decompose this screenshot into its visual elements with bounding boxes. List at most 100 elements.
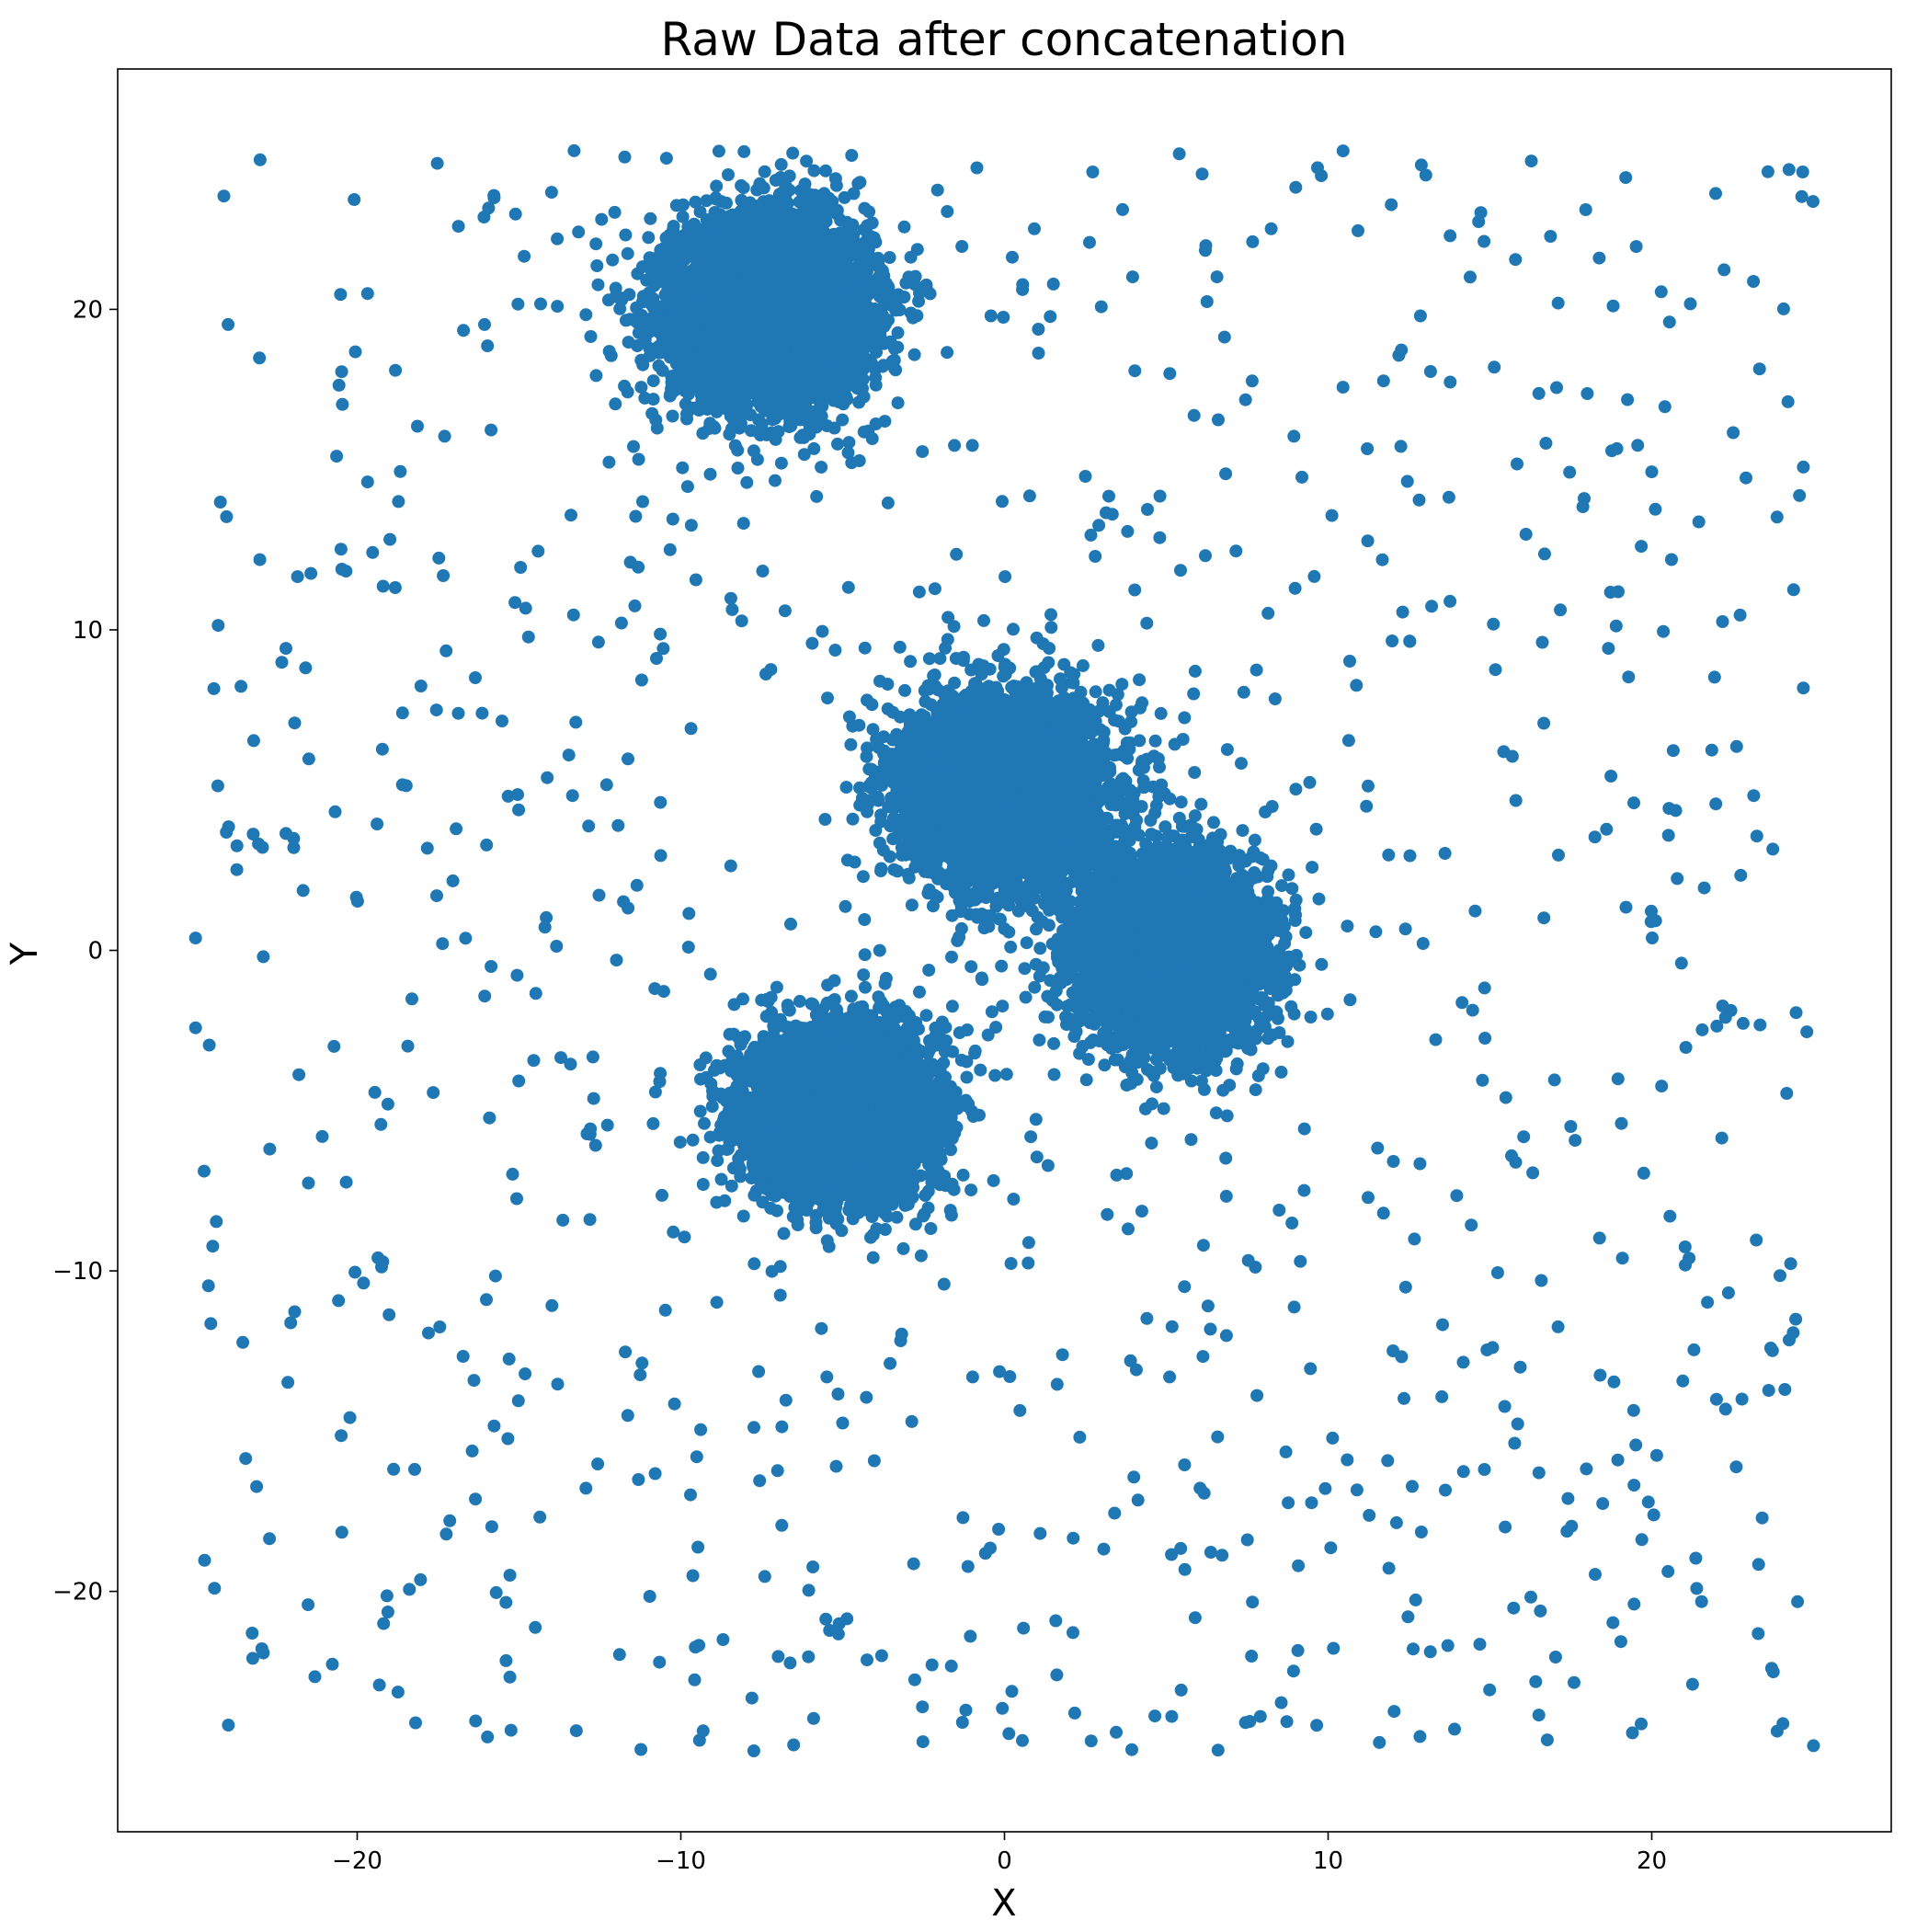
data-point [1125, 1743, 1138, 1756]
data-point [1279, 1445, 1293, 1458]
data-point [1486, 1341, 1500, 1355]
data-point [1310, 1719, 1324, 1732]
data-point [1153, 489, 1167, 503]
data-point [1325, 509, 1339, 522]
data-point [1752, 1627, 1765, 1640]
data-point [1386, 1344, 1400, 1357]
data-point [923, 287, 937, 301]
data-point [1646, 932, 1659, 944]
data-point [815, 1321, 828, 1335]
data-point [1291, 1643, 1305, 1657]
data-point [1178, 1562, 1192, 1576]
data-point [499, 1653, 513, 1667]
data-point [1286, 1664, 1300, 1678]
data-point [775, 1518, 789, 1532]
data-point [436, 937, 450, 951]
data-point [469, 1714, 483, 1728]
data-point [1184, 1133, 1198, 1147]
data-point [230, 839, 244, 852]
data-point [632, 1473, 645, 1486]
data-point [987, 1173, 1000, 1187]
data-point [1371, 1141, 1385, 1155]
data-point [820, 1370, 834, 1384]
data-point [1551, 1320, 1565, 1333]
data-point [592, 888, 606, 902]
data-point [1050, 1378, 1064, 1391]
data-point [1600, 822, 1614, 836]
data-point [586, 1050, 599, 1064]
data-point [853, 176, 867, 189]
data-point [250, 1480, 264, 1493]
data-point [519, 601, 532, 615]
data-point [656, 985, 670, 999]
data-point [666, 512, 679, 526]
data-point [512, 1074, 526, 1088]
data-point [1717, 263, 1731, 277]
data-point [1044, 608, 1057, 622]
data-point [483, 1111, 496, 1125]
data-point [930, 183, 944, 197]
data-point [1362, 1191, 1375, 1205]
data-point [1416, 937, 1430, 950]
data-point [1483, 1683, 1497, 1697]
data-point [1204, 1546, 1217, 1559]
data-point [858, 641, 872, 655]
data-point [465, 1444, 479, 1458]
data-point [480, 1293, 493, 1307]
data-point [327, 1039, 341, 1053]
data-point [747, 1744, 760, 1757]
data-point [381, 1097, 394, 1111]
data-point [1478, 234, 1491, 248]
data-point [438, 429, 451, 443]
data-point [348, 1265, 362, 1279]
data-point [1220, 743, 1234, 757]
data-point [551, 1378, 565, 1391]
data-point [1761, 165, 1774, 178]
data-point [959, 1703, 973, 1717]
data-point [588, 1138, 602, 1152]
data-point [632, 560, 645, 574]
data-point [722, 168, 735, 181]
data-point [696, 1724, 710, 1738]
data-point [1791, 1595, 1805, 1608]
data-point [1292, 1559, 1306, 1572]
data-point [831, 437, 844, 451]
data-point [569, 715, 583, 729]
data-point [1413, 1730, 1427, 1743]
data-point [1627, 1479, 1641, 1492]
data-point [1401, 1610, 1415, 1624]
data-point [1692, 515, 1706, 529]
data-point [1789, 1006, 1803, 1020]
data-point [1163, 1370, 1177, 1384]
data-point [1466, 1003, 1479, 1017]
data-point [1215, 1549, 1229, 1562]
data-point [1274, 1696, 1288, 1709]
data-point [1373, 1735, 1386, 1749]
data-point [487, 191, 501, 205]
data-point [550, 940, 564, 953]
data-point [1641, 1495, 1655, 1509]
data-point [737, 375, 751, 389]
data-point [1513, 1360, 1527, 1374]
data-point [325, 1657, 339, 1671]
data-point [1666, 744, 1680, 758]
data-point [422, 1326, 435, 1340]
data-point [907, 1557, 920, 1571]
data-point [343, 1411, 357, 1424]
data-point [1755, 1511, 1769, 1525]
data-point [475, 706, 489, 720]
data-point [518, 249, 531, 263]
data-point [905, 1414, 919, 1428]
data-point [606, 253, 620, 267]
data-point [784, 917, 797, 931]
data-point [348, 345, 362, 359]
data-point [943, 1204, 957, 1218]
data-point [501, 789, 515, 803]
data-point [634, 1743, 648, 1756]
data-point [978, 1547, 992, 1560]
data-point [275, 656, 289, 669]
data-point [391, 1686, 405, 1699]
data-point [565, 789, 579, 803]
data-point [1580, 1462, 1593, 1476]
